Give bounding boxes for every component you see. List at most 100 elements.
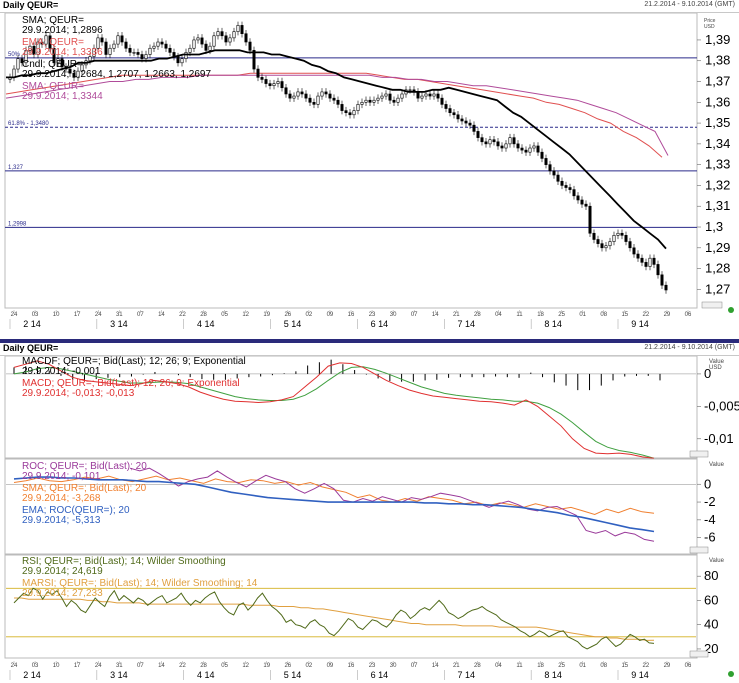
legend-series-value: 29.9.2014; -0,013; -0,013 [22,388,135,399]
window-divider[interactable] [0,339,739,343]
candle-body [344,110,348,113]
candle-body [396,97,400,103]
candle-body [304,93,308,99]
month-label: 7 14 [458,670,476,680]
legend-series-name: Cndl; QEUR= [22,59,83,70]
candle-body [548,164,552,172]
candle-body [312,102,316,105]
bottom-window-title: Daily QEUR= [3,343,59,353]
candle-body [388,93,392,101]
roc-line [129,467,655,542]
value-label: Value [709,462,725,468]
bottom-window-date-range: 21.2.2014 - 9.10.2014 (GMT) [644,344,735,351]
x-tick-label: 07 [411,312,418,318]
candle-body [384,93,388,97]
price-axis-label: Price [704,18,716,24]
candle-body [356,104,360,111]
month-label: 6 14 [371,319,389,329]
x-tick-label: 14 [432,312,439,318]
roc-ema-line [13,476,655,533]
candle-body [380,95,384,99]
y-tick-label: 40 [704,617,718,632]
y-tick-label: 0 [704,366,711,381]
candle-body [336,99,340,105]
candle-body [196,37,200,41]
x-tick-label: 03 [32,663,39,669]
candle-body [576,195,580,201]
legend-series-name: ROC; QEUR=; Bid(Last); 20 [22,461,147,472]
candle-body [308,97,312,103]
candle-body [652,257,656,265]
candle-body [528,147,532,153]
month-label: 9 14 [631,670,649,680]
x-tick-label: 22 [643,663,650,669]
legend-series-name: RSI; QEUR=; Bid(Last); 14; Wilder Smooth… [22,556,226,567]
candle-body [372,99,376,103]
candle-body [232,31,236,39]
legend-series-value: 29.9.2014; -0,101 [22,471,101,482]
candle-body [92,47,96,57]
candle-body [280,81,284,89]
candle-body [28,45,32,51]
top-window-titlebar[interactable]: Daily QEUR= 21.2.2014 - 9.10.2014 (GMT) [0,0,739,13]
candle-body [508,137,512,145]
scale-button[interactable] [689,546,709,554]
x-tick-label: 05 [221,663,228,669]
candle-body [340,104,344,111]
fibonacci-lines: 50% 61.8% - 1,3480 1,327 1,2998 [5,52,697,228]
candle-body [644,262,648,267]
x-tick-label: 19 [263,312,270,318]
legend-series-name: MACD; QEUR=; Bid(Last); 12; 26; 9; Expon… [22,378,240,389]
candlestick-series [8,21,668,294]
x-tick-label: 12 [242,663,249,669]
candle-body [504,143,508,149]
candle-body [584,203,588,207]
candle-body [68,68,72,74]
scale-button[interactable] [689,450,709,458]
scale-button[interactable] [701,301,723,309]
candle-body [476,131,480,138]
fib-label: 1,327 [8,165,24,171]
candle-body [112,43,116,49]
x-tick-label: 10 [53,663,60,669]
candle-body [320,91,324,97]
candle-body [80,64,84,72]
candle-body [352,110,356,116]
fib-label: 1,2998 [8,221,27,227]
x-tick-label: 30 [390,312,397,318]
legend-series-name: EMA; QEUR= [22,37,84,48]
scale-button[interactable] [689,650,709,658]
y-tick-label: 1,35 [705,115,730,130]
x-tick-label: 16 [348,312,355,318]
x-tick-label: 08 [600,312,607,318]
x-tick-label: 22 [179,312,186,318]
x-tick-label: 04 [495,312,502,318]
candle-body [72,72,76,78]
legend-series-value: 29.9.2014; -3,268 [22,493,101,504]
candle-body [288,93,292,99]
candle-body [208,45,212,51]
x-tick-label: 18 [537,663,544,669]
x-tick-label: 14 [158,312,165,318]
candle-body [656,264,660,276]
candle-body [364,99,368,103]
y-tick-label: 1,37 [705,74,730,89]
candle-body [360,102,364,105]
candle-body [164,43,168,49]
signal-line [13,366,655,459]
x-tick-label: 28 [200,663,207,669]
y-tick-label: 1,34 [705,136,730,151]
x-tick-label: 12 [242,312,249,318]
marsi-line [14,597,655,641]
legend-series-value: 29.9.2014; -5,313 [22,515,101,526]
candle-body [240,25,244,35]
bottom-window-titlebar[interactable]: Daily QEUR= 21.2.2014 - 9.10.2014 (GMT) [0,343,739,356]
candle-body [484,141,488,145]
candle-body [136,52,140,55]
